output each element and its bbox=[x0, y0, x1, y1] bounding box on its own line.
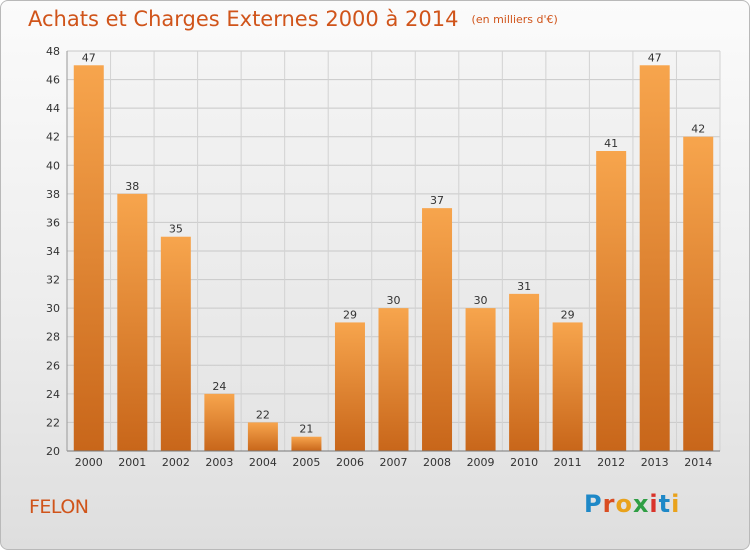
x-tick-label: 2008 bbox=[423, 456, 451, 469]
bar bbox=[247, 422, 278, 451]
x-tick-label: 2000 bbox=[75, 456, 103, 469]
bar bbox=[378, 308, 409, 451]
y-tick-label: 40 bbox=[46, 159, 60, 172]
bar bbox=[639, 65, 670, 452]
y-tick-label: 36 bbox=[46, 216, 60, 229]
logo-letter: t bbox=[658, 490, 672, 518]
logo-letter: P bbox=[584, 490, 603, 518]
x-tick-label: 2002 bbox=[162, 456, 190, 469]
x-tick-label: 2005 bbox=[292, 456, 320, 469]
x-tick-label: 2004 bbox=[249, 456, 277, 469]
bar bbox=[160, 236, 191, 451]
proxiti-logo: Proxiti bbox=[584, 490, 680, 518]
bar-value-label: 29 bbox=[561, 308, 575, 321]
bar-value-label: 30 bbox=[474, 294, 488, 307]
bar bbox=[683, 136, 714, 451]
bar-value-label: 41 bbox=[604, 137, 618, 150]
y-tick-label: 30 bbox=[46, 302, 60, 315]
y-tick-label: 48 bbox=[46, 45, 60, 58]
y-tick-label: 46 bbox=[46, 74, 60, 87]
bar-value-label: 47 bbox=[648, 51, 662, 64]
bar bbox=[334, 322, 365, 451]
bar bbox=[73, 65, 104, 452]
x-tick-label: 2014 bbox=[684, 456, 712, 469]
bar-value-label: 47 bbox=[82, 51, 96, 64]
bar-value-label: 29 bbox=[343, 308, 357, 321]
y-tick-label: 44 bbox=[46, 102, 60, 115]
bar bbox=[552, 322, 583, 451]
bar-value-label: 38 bbox=[125, 180, 139, 193]
chart-title: Achats et Charges Externes 2000 à 2014 bbox=[28, 7, 459, 31]
y-tick-label: 22 bbox=[46, 416, 60, 429]
bar bbox=[422, 208, 453, 451]
y-tick-label: 28 bbox=[46, 331, 60, 344]
title-block: Achats et Charges Externes 2000 à 2014 (… bbox=[28, 7, 558, 31]
logo-letter: i bbox=[671, 490, 681, 518]
logo-letter: r bbox=[602, 490, 616, 518]
logo-letter: o bbox=[615, 490, 633, 518]
bar-value-label: 22 bbox=[256, 408, 270, 421]
place-name: FELON bbox=[29, 496, 89, 518]
y-tick-label: 20 bbox=[46, 445, 60, 458]
bar-value-label: 37 bbox=[430, 194, 444, 207]
bar-value-label: 35 bbox=[169, 223, 183, 236]
x-tick-label: 2009 bbox=[467, 456, 495, 469]
chart-subtitle: (en milliers d'€) bbox=[471, 13, 558, 26]
bar-value-label: 21 bbox=[299, 423, 313, 436]
y-tick-label: 42 bbox=[46, 131, 60, 144]
x-tick-label: 2007 bbox=[380, 456, 408, 469]
bar-value-label: 42 bbox=[691, 123, 705, 136]
y-tick-label: 24 bbox=[46, 388, 60, 401]
x-tick-label: 2013 bbox=[641, 456, 669, 469]
bar-value-label: 24 bbox=[212, 380, 226, 393]
y-tick-label: 34 bbox=[46, 245, 60, 258]
x-tick-label: 2006 bbox=[336, 456, 364, 469]
bar bbox=[509, 293, 540, 451]
y-tick-label: 32 bbox=[46, 274, 60, 287]
x-tick-label: 2010 bbox=[510, 456, 538, 469]
logo-letter: x bbox=[632, 490, 650, 518]
y-tick-label: 26 bbox=[46, 359, 60, 372]
bar-value-label: 31 bbox=[517, 280, 531, 293]
x-tick-label: 2003 bbox=[205, 456, 233, 469]
y-tick-label: 38 bbox=[46, 188, 60, 201]
bar bbox=[596, 151, 627, 451]
bar bbox=[291, 436, 322, 451]
x-tick-label: 2001 bbox=[118, 456, 146, 469]
x-tick-label: 2012 bbox=[597, 456, 625, 469]
x-tick-label: 2011 bbox=[554, 456, 582, 469]
bar bbox=[465, 308, 496, 451]
bar bbox=[117, 193, 148, 451]
bar bbox=[204, 393, 235, 451]
logo-letter: i bbox=[649, 490, 659, 518]
bar-value-label: 30 bbox=[387, 294, 401, 307]
